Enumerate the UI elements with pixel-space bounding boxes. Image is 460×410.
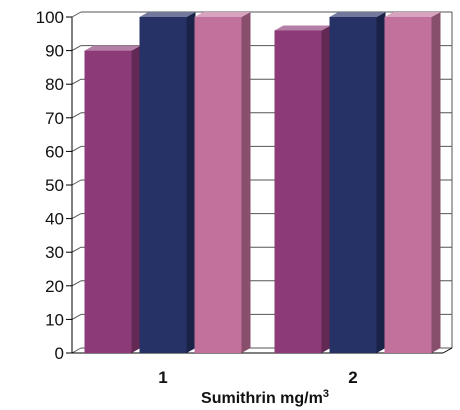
- bar-top: [274, 25, 331, 31]
- y-tick-label: 20: [45, 277, 64, 296]
- y-tick-label: 50: [45, 176, 64, 195]
- bar-front: [194, 17, 242, 353]
- gridline-depth: [71, 179, 82, 186]
- bar: [84, 45, 141, 353]
- y-tick-label: 0: [55, 344, 64, 363]
- bar-side: [241, 12, 251, 353]
- bar-front: [139, 17, 187, 353]
- bar: [139, 12, 196, 353]
- y-tick-label: 70: [45, 109, 64, 128]
- gridline-depth: [71, 347, 82, 354]
- bar-front: [329, 17, 377, 353]
- y-tick-label: 60: [45, 142, 64, 161]
- bar: [194, 12, 251, 353]
- gridline-depth: [71, 280, 82, 287]
- bar-top: [329, 12, 386, 17]
- axes: [66, 12, 453, 354]
- x-axis-depth-line: [442, 347, 453, 354]
- gridline-depth: [71, 213, 82, 220]
- x-axis-title-text: Sumithrin mg/m: [201, 390, 323, 407]
- gridline-depth: [71, 45, 82, 52]
- bar: [274, 25, 331, 353]
- gridline-depth: [71, 145, 82, 152]
- y-tick-label: 80: [45, 75, 64, 94]
- y-tick-label: 40: [45, 210, 64, 229]
- x-axis-title-superscript: 3: [323, 388, 329, 400]
- bar-front: [384, 17, 432, 353]
- bar-side: [376, 12, 386, 353]
- bar-top: [384, 12, 441, 17]
- y-tick-label: 10: [45, 310, 64, 329]
- gridline-depth: [71, 112, 82, 119]
- bar-top: [194, 12, 251, 17]
- bar-front: [274, 30, 322, 353]
- bars: [84, 12, 441, 353]
- bar: [329, 12, 386, 353]
- y-tick-label: 100: [36, 8, 64, 27]
- gridline-depth: [71, 246, 82, 253]
- bar-front: [84, 50, 132, 353]
- x-category-label: 2: [348, 368, 357, 387]
- x-axis-title: Sumithrin mg/m3: [201, 388, 329, 407]
- bar-top: [84, 45, 141, 51]
- gridline-depth: [71, 78, 82, 85]
- y-tick-label: 30: [45, 243, 64, 262]
- y-tick-label: 90: [45, 42, 64, 61]
- bar: [384, 12, 441, 353]
- bar-side: [431, 12, 441, 353]
- gridline-depth: [71, 313, 82, 320]
- bar-side: [186, 12, 196, 353]
- y-tick-labels: 0 10 20 30 40 50 60 70 80 90 100: [36, 8, 64, 363]
- bar-side: [321, 25, 331, 353]
- x-category-label: 1: [158, 368, 167, 387]
- bar-side: [131, 45, 141, 353]
- gridline-depth: [71, 11, 82, 18]
- bar-top: [139, 12, 196, 17]
